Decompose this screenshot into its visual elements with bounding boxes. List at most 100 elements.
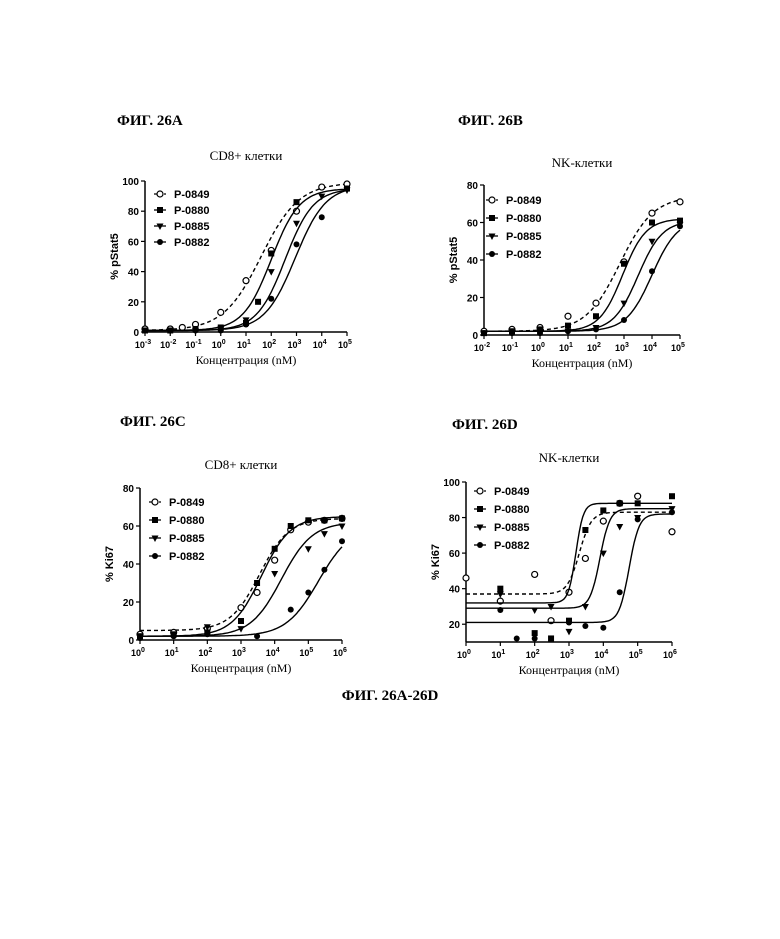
- chart-panel: NK-клетки2040608010010010110210310410510…: [430, 450, 677, 677]
- y-tick-label: 80: [467, 181, 479, 192]
- data-point: [339, 538, 345, 544]
- y-axis-label: % pStat5: [109, 233, 121, 279]
- x-tick-label: 103: [232, 647, 246, 658]
- y-tick-label: 40: [128, 268, 140, 279]
- legend-marker: [477, 525, 484, 532]
- data-point: [321, 567, 327, 573]
- legend-marker: [157, 239, 163, 245]
- legend-marker: [477, 506, 483, 512]
- data-point: [142, 327, 148, 333]
- legend-label: P-0885: [506, 231, 541, 243]
- x-tick-label: 105: [629, 649, 643, 660]
- data-point: [218, 309, 224, 315]
- data-point: [582, 527, 588, 533]
- x-tick-label: 103: [560, 649, 574, 660]
- data-point: [677, 199, 683, 205]
- legend: P-0849P-0880P-0885P-0882: [474, 486, 529, 552]
- y-tick-label: 80: [128, 207, 140, 218]
- y-tick-label: 20: [467, 294, 479, 305]
- data-point: [254, 633, 260, 639]
- data-point: [582, 555, 588, 561]
- data-point: [649, 268, 655, 274]
- y-tick-label: 40: [467, 256, 479, 267]
- data-point: [669, 529, 675, 535]
- data-point: [582, 604, 589, 611]
- data-point: [548, 635, 554, 641]
- data-point: [137, 635, 143, 641]
- data-point: [565, 313, 571, 319]
- data-point: [268, 269, 275, 276]
- data-point: [255, 299, 261, 305]
- y-tick-label: 0: [128, 636, 134, 647]
- x-tick-label: 100: [131, 647, 145, 658]
- legend-label: P-0880: [174, 205, 209, 217]
- x-tick-label: 101: [491, 649, 505, 660]
- data-point: [344, 186, 350, 192]
- x-tick-label: 106: [663, 649, 677, 660]
- chart-title: CD8+ клетки: [205, 457, 278, 472]
- legend-label: P-0880: [169, 515, 204, 527]
- data-point: [497, 607, 503, 613]
- data-point: [319, 184, 325, 190]
- legend-marker: [157, 191, 163, 197]
- y-tick-label: 80: [123, 484, 135, 495]
- x-tick-label: 10-3: [135, 339, 151, 350]
- data-point: [243, 321, 249, 327]
- x-axis-label: Концентрация (nM): [519, 663, 620, 677]
- data-point: [514, 635, 520, 641]
- data-point: [593, 313, 599, 319]
- data-point: [238, 618, 244, 624]
- legend-marker: [157, 207, 163, 213]
- chart-title: CD8+ клетки: [210, 148, 283, 163]
- x-tick-label: 10-1: [502, 342, 518, 353]
- data-point: [509, 330, 515, 336]
- legend-marker: [489, 234, 496, 241]
- data-point: [531, 608, 538, 615]
- data-point: [218, 327, 224, 333]
- y-axis-label: % pStat5: [448, 237, 460, 283]
- x-tick-label: 105: [299, 647, 313, 658]
- x-tick-label: 104: [643, 342, 657, 353]
- x-tick-label: 100: [457, 649, 471, 660]
- fit-curve: [484, 230, 680, 331]
- legend: P-0849 P-0880 P-0885 P-0882: [486, 195, 541, 261]
- data-point: [621, 301, 628, 308]
- legend-label: P-0885: [494, 522, 529, 534]
- data-point: [254, 580, 260, 586]
- chart-panel: CD8+ клетки02040608010010110210310410510…: [104, 457, 347, 675]
- x-tick-label: 106: [333, 647, 347, 658]
- data-point: [268, 250, 274, 256]
- data-point: [593, 326, 599, 332]
- data-point: [600, 518, 606, 524]
- legend-label: P-0849: [506, 195, 541, 207]
- data-point: [677, 223, 683, 229]
- legend-label: P-0882: [494, 540, 529, 552]
- x-tick-label: 10-1: [185, 339, 201, 350]
- legend-label: P-0882: [174, 237, 209, 249]
- data-point: [294, 199, 300, 205]
- legend: P-0849P-0880P-0885P-0882: [154, 189, 209, 249]
- legend-marker: [152, 517, 158, 523]
- chart-title: NK-клетки: [539, 450, 600, 465]
- y-axis-label: % Ki67: [104, 546, 116, 582]
- data-point: [305, 590, 311, 596]
- legend-label: P-0849: [174, 189, 209, 201]
- x-tick-label: 103: [615, 342, 629, 353]
- data-point: [204, 631, 210, 637]
- data-point: [649, 210, 655, 216]
- data-point: [565, 328, 571, 334]
- x-tick-label: 101: [559, 342, 573, 353]
- data-point: [617, 500, 623, 506]
- data-point: [288, 523, 294, 529]
- legend: P-0849P-0880P-0885P-0882: [149, 497, 204, 563]
- x-tick-label: 10-2: [474, 342, 490, 353]
- data-point: [268, 296, 274, 302]
- legend-label: P-0880: [506, 213, 541, 225]
- data-point: [497, 586, 503, 592]
- data-point: [617, 589, 623, 595]
- y-tick-label: 60: [449, 549, 461, 560]
- x-tick-label: 104: [594, 649, 608, 660]
- x-tick-label: 102: [526, 649, 540, 660]
- data-point: [532, 635, 538, 641]
- legend-label: P-0882: [506, 249, 541, 261]
